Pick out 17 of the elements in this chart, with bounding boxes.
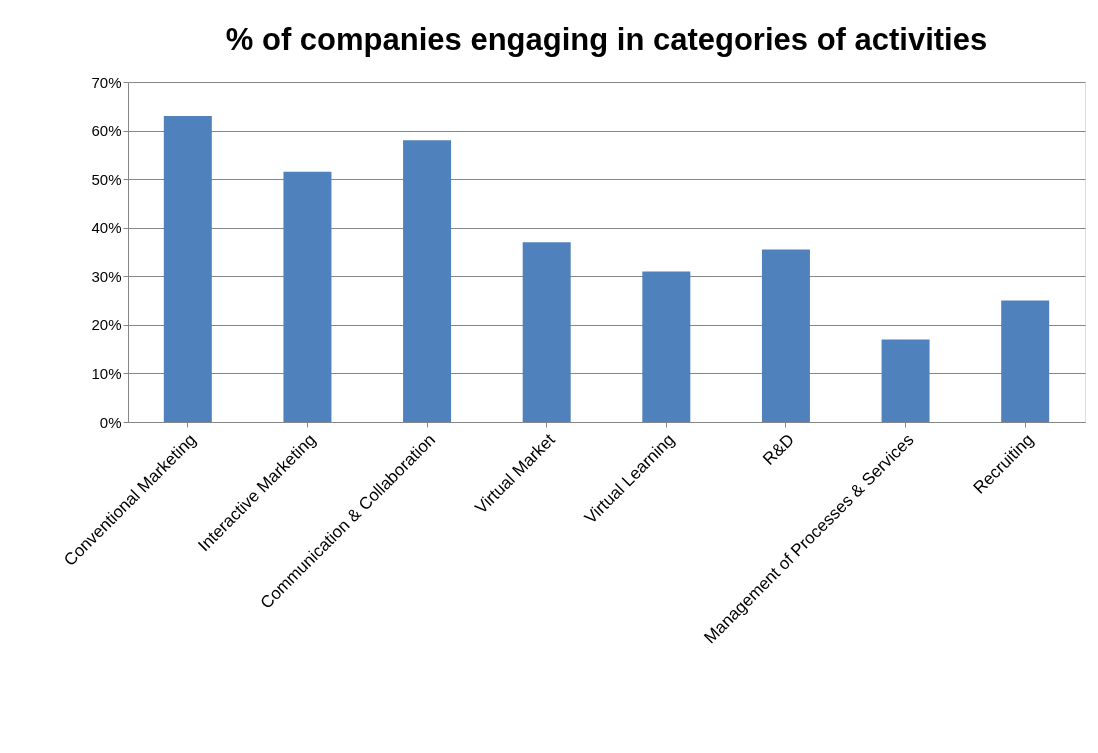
chart-title: % of companies engaging in categories of activities bbox=[225, 22, 988, 57]
bar bbox=[163, 116, 212, 422]
y-tick-label: 60% bbox=[91, 122, 122, 140]
y-tick-label: 50% bbox=[91, 170, 122, 188]
y-tick-label: 10% bbox=[91, 364, 122, 382]
y-tick-label: 30% bbox=[91, 267, 122, 285]
bar bbox=[761, 249, 810, 422]
bar bbox=[642, 271, 691, 422]
bar bbox=[283, 171, 332, 422]
bar bbox=[881, 339, 930, 422]
bar bbox=[1001, 300, 1050, 422]
y-tick-label: 20% bbox=[91, 316, 122, 334]
bar bbox=[522, 242, 571, 422]
y-tick-label: 40% bbox=[91, 219, 122, 237]
y-tick-label: 70% bbox=[91, 73, 122, 91]
y-tick-label: 0% bbox=[99, 413, 122, 431]
bar bbox=[403, 140, 452, 422]
